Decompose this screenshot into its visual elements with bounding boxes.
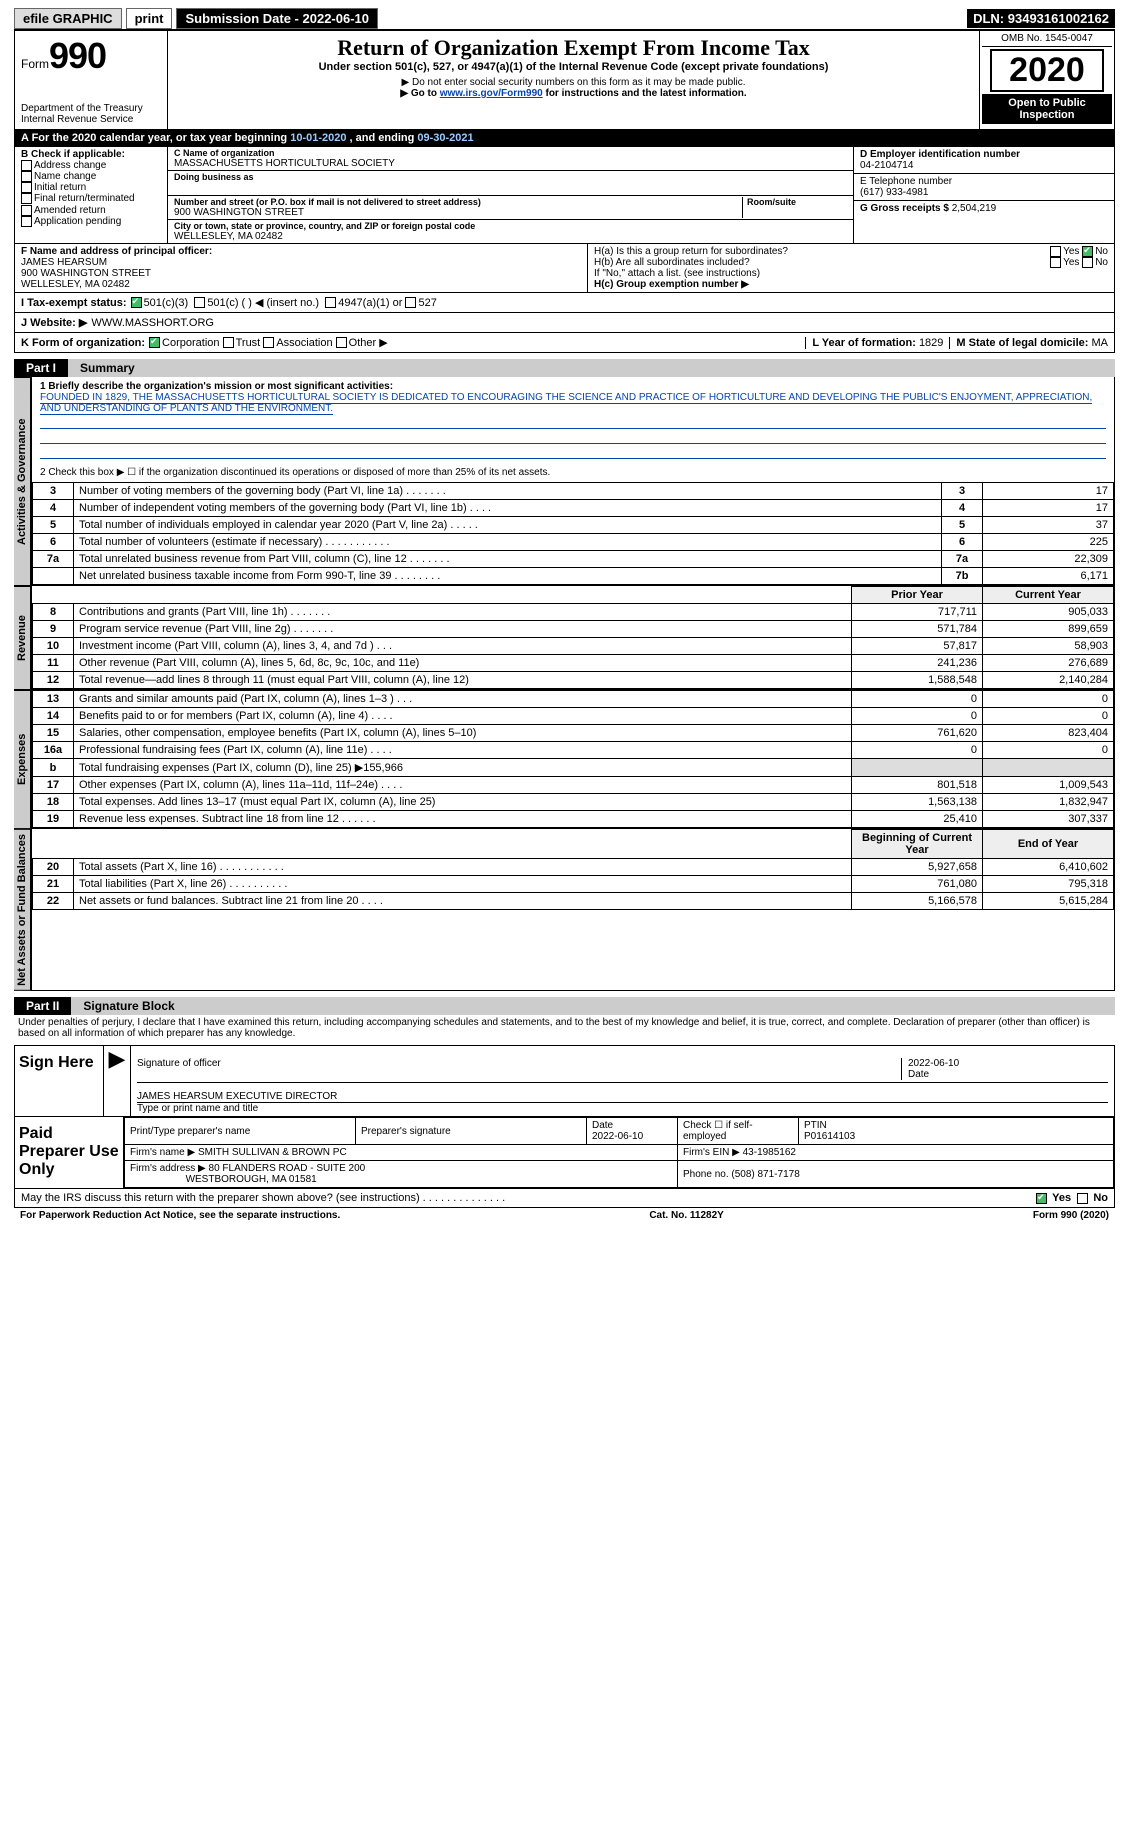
- org-name: MASSACHUSETTS HORTICULTURAL SOCIETY: [174, 158, 847, 169]
- vtab-revenue: Revenue: [14, 586, 31, 690]
- governance-table: 3Number of voting members of the governi…: [32, 482, 1114, 585]
- goto-note: ▶ Go to www.irs.gov/Form990 for instruct…: [176, 88, 971, 99]
- ein: 04-2104714: [860, 160, 1108, 171]
- mission-text: FOUNDED IN 1829, THE MASSACHUSETTS HORTI…: [40, 392, 1092, 415]
- part1-header: Part I Summary: [14, 359, 1115, 377]
- box-d-e-g: D Employer identification number 04-2104…: [853, 147, 1114, 243]
- vtab-governance: Activities & Governance: [14, 377, 31, 586]
- declaration-text: Under penalties of perjury, I declare th…: [14, 1015, 1115, 1041]
- box-j: J Website: ▶ WWW.MASSHORT.ORG: [14, 313, 1115, 333]
- box-i: I Tax-exempt status: 501(c)(3) 501(c) ( …: [14, 293, 1115, 313]
- form-header: Form990 Department of the Treasury Inter…: [14, 29, 1115, 130]
- efile-label: efile GRAPHIC: [14, 8, 122, 29]
- vtab-netassets: Net Assets or Fund Balances: [14, 829, 31, 991]
- form-subtitle: Under section 501(c), 527, or 4947(a)(1)…: [176, 61, 971, 73]
- officer-name: JAMES HEARSUM EXECUTIVE DIRECTOR: [137, 1091, 1108, 1103]
- mission-block: 1 Briefly describe the organization's mi…: [32, 377, 1114, 482]
- officer-h-row: F Name and address of principal officer:…: [14, 244, 1115, 293]
- submission-date: Submission Date - 2022-06-10: [176, 8, 378, 29]
- dln-label: DLN: 93493161002162: [967, 9, 1115, 28]
- print-button[interactable]: print: [126, 8, 173, 29]
- box-b: B Check if applicable: Address change Na…: [15, 147, 168, 243]
- phone: (617) 933-4981: [860, 187, 1108, 198]
- open-public-badge: Open to Public Inspection: [982, 94, 1112, 124]
- discuss-row: May the IRS discuss this return with the…: [14, 1189, 1115, 1208]
- privacy-note: ▶ Do not enter social security numbers o…: [176, 77, 971, 88]
- tax-year: 2020: [990, 49, 1104, 92]
- vtab-expenses: Expenses: [14, 690, 31, 829]
- box-k-l-m: K Form of organization: Corporation Trus…: [14, 333, 1115, 353]
- sign-here-label: Sign Here: [15, 1046, 104, 1116]
- period-row: A For the 2020 calendar year, or tax yea…: [14, 130, 1115, 147]
- omb-number: OMB No. 1545-0047: [982, 33, 1112, 47]
- irs-label: Internal Revenue Service: [21, 114, 161, 125]
- website: WWW.MASSHORT.ORG: [91, 317, 214, 329]
- irs-link[interactable]: www.irs.gov/Form990: [440, 88, 543, 99]
- netassets-table: Beginning of Current Year End of Year 20…: [32, 829, 1114, 910]
- form-title: Return of Organization Exempt From Incom…: [176, 35, 971, 61]
- entity-info-block: B Check if applicable: Address change Na…: [14, 147, 1115, 244]
- dept-treasury: Department of the Treasury: [21, 103, 161, 114]
- org-city: WELLESLEY, MA 02482: [174, 231, 847, 242]
- expenses-table: 13Grants and similar amounts paid (Part …: [32, 690, 1114, 828]
- box-h: H(a) Is this a group return for subordin…: [588, 244, 1114, 292]
- box-c: C Name of organization MASSACHUSETTS HOR…: [168, 147, 853, 243]
- sign-block: Sign Here ▶ Signature of officer 2022-06…: [14, 1045, 1115, 1189]
- box-f: F Name and address of principal officer:…: [15, 244, 588, 292]
- part2-header: Part II Signature Block: [14, 997, 1115, 1015]
- revenue-table: Prior Year Current Year 8Contributions a…: [32, 586, 1114, 689]
- paid-preparer-label: Paid Preparer Use Only: [15, 1117, 124, 1188]
- arrow-icon: ▶: [104, 1046, 131, 1116]
- preparer-table: Print/Type preparer's name Preparer's si…: [124, 1117, 1114, 1188]
- org-address: 900 WASHINGTON STREET: [174, 207, 742, 218]
- top-bar: efile GRAPHIC print Submission Date - 20…: [14, 8, 1115, 29]
- gross-receipts: 2,504,219: [952, 203, 997, 214]
- footer: For Paperwork Reduction Act Notice, see …: [14, 1208, 1115, 1223]
- form-number: Form990: [21, 35, 161, 77]
